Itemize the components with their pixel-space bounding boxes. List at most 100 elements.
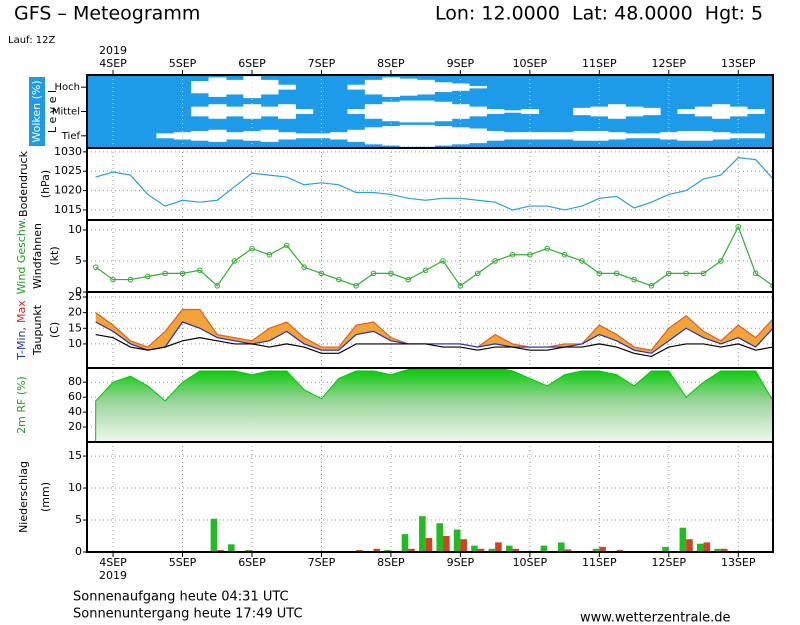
x-tick-label-bottom: 7SEP <box>308 556 336 569</box>
y-tick-label: 20 <box>68 420 82 433</box>
series-marker <box>179 270 186 277</box>
panel-label-part: Taupunkt <box>31 304 44 356</box>
cloud-block <box>434 126 453 146</box>
precip-bar <box>419 516 426 552</box>
panel-label: (mm) <box>39 482 52 512</box>
panel-label: Windfahnen <box>31 223 44 289</box>
series-marker <box>665 270 672 277</box>
y-tick-label: 60 <box>68 390 82 403</box>
cloud-block <box>642 133 661 139</box>
series-marker <box>422 267 429 274</box>
x-tick-label-bottom: 5SEP <box>169 556 197 569</box>
precip-bar <box>703 542 711 552</box>
panel-label: Taupunkt <box>31 304 44 356</box>
cloud-block <box>278 104 296 119</box>
cloud-block <box>573 107 592 116</box>
precip-bar <box>686 539 693 552</box>
cloud-block <box>364 104 383 119</box>
series-marker <box>474 270 481 277</box>
cloud-block <box>625 106 644 117</box>
panel-label-part: (kt) <box>48 246 61 265</box>
sunrise: Sonnenaufgang heute 04:31 UTC <box>73 590 289 605</box>
panel-label: 2m RF (%) <box>15 376 28 434</box>
series-marker <box>283 242 290 249</box>
cloud-block <box>469 106 487 117</box>
panel-background <box>87 292 773 368</box>
y-tick-label: 0 <box>75 285 82 298</box>
cloud-block <box>486 130 505 141</box>
year-bottom: 2019 <box>99 569 127 582</box>
cloud-block <box>295 109 314 114</box>
x-tick-label-bottom: 10SEP <box>513 556 548 569</box>
y-tick-label: 10 <box>68 481 82 494</box>
panel-label: Niederschlag <box>17 461 30 533</box>
x-tick-label-bottom: 13SEP <box>721 556 756 569</box>
cloud-block <box>416 100 435 123</box>
x-tick-label-top: 12SEP <box>652 57 687 70</box>
series-marker <box>370 270 377 277</box>
cloud-block <box>260 79 279 95</box>
cloud-block <box>191 106 210 117</box>
precip-bar <box>696 543 704 552</box>
cloud-block <box>208 129 227 142</box>
y-tick-label: 40 <box>68 405 82 418</box>
cloud-block <box>399 124 418 147</box>
cloud-block <box>677 109 696 114</box>
title: GFS – Meteogramm <box>14 3 200 25</box>
y-tick-label: 1015 <box>54 203 82 216</box>
cloud-block <box>399 78 418 96</box>
sunset: Sonnenuntergang heute 17:49 UTC <box>73 607 303 622</box>
cloud-block <box>278 84 296 90</box>
cloud-block <box>434 101 453 122</box>
precip-bar <box>408 548 415 552</box>
precip-bar <box>505 545 513 552</box>
cloud-block <box>347 84 366 90</box>
panel <box>87 148 773 220</box>
series-marker <box>336 276 342 283</box>
cloud-level-label: Tief <box>61 131 81 142</box>
x-tick-label-bottom: 9SEP <box>447 556 475 569</box>
panel-label-part: (C) <box>48 322 61 338</box>
panel-frame <box>86 441 774 553</box>
series-marker <box>544 245 551 252</box>
series-marker <box>110 276 116 283</box>
panel-label: Wolken (%) <box>30 80 43 142</box>
x-tick-label-top: 13SEP <box>721 57 756 70</box>
series-marker <box>457 282 464 289</box>
cloud-block <box>469 85 487 89</box>
cloud-block <box>399 100 418 123</box>
cloud-block <box>191 81 210 94</box>
series-marker <box>648 282 655 289</box>
cloud-block <box>503 110 522 113</box>
series-marker <box>266 251 273 258</box>
x-tick-label-top: 8SEP <box>377 57 405 70</box>
series-marker <box>492 258 498 264</box>
series-marker <box>735 224 742 230</box>
cloud-block <box>225 79 244 95</box>
series-marker <box>162 270 168 277</box>
series-marker <box>214 282 221 289</box>
series-marker <box>249 245 255 252</box>
series-line <box>95 225 773 287</box>
series-marker <box>231 258 238 264</box>
series-marker <box>353 282 359 289</box>
x-tick-label-top: 7SEP <box>308 57 336 70</box>
series-line <box>95 333 773 358</box>
cloud-block <box>416 79 435 95</box>
precip-bar <box>599 546 606 552</box>
panel-label-part: Wind Geschw. <box>15 218 28 295</box>
y-tick-label: 25 <box>68 290 82 303</box>
y-tick-label: 10 <box>68 337 82 350</box>
series-marker <box>92 264 99 270</box>
cloud-block <box>364 127 383 145</box>
series-marker <box>440 258 446 264</box>
precip-bar <box>401 534 409 552</box>
y-tick-label: 1020 <box>54 184 82 197</box>
y-tick-label: 15 <box>68 321 82 334</box>
panel <box>87 220 773 292</box>
cloud-block <box>712 104 731 119</box>
cloud-block <box>156 133 175 139</box>
x-tick-label-top: 9SEP <box>447 57 475 70</box>
precip-bar <box>720 548 728 552</box>
cloud-block <box>208 104 227 119</box>
